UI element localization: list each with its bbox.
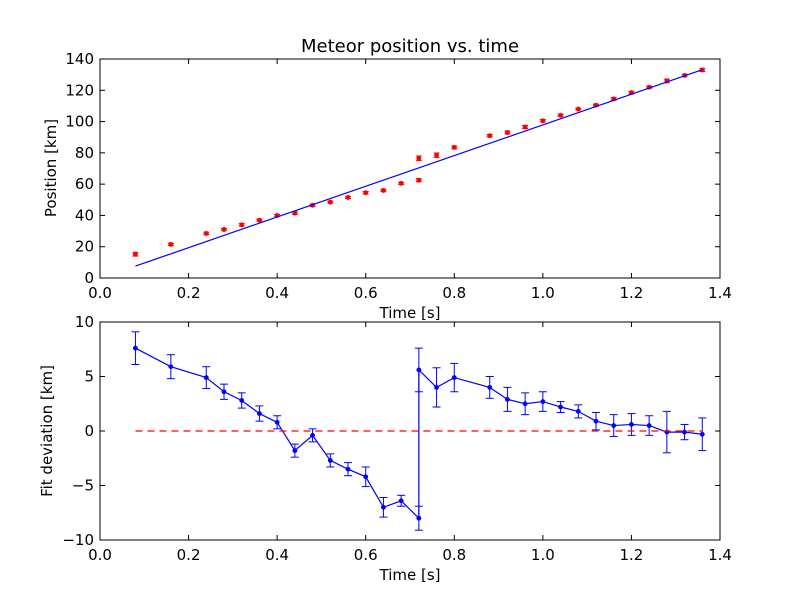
deviation-x-axis-label: Time [s] — [379, 566, 441, 584]
deviation-y-tick-label: 5 — [84, 368, 94, 386]
data-point — [380, 187, 386, 193]
data-point — [416, 177, 422, 183]
data-point — [416, 367, 422, 373]
position-x-tick-label: 1.4 — [708, 284, 732, 302]
data-point — [168, 364, 174, 370]
position-x-tick-label: 0.6 — [354, 284, 378, 302]
data-point — [504, 130, 510, 135]
data-point — [487, 133, 493, 139]
data-point — [345, 194, 351, 200]
data-point — [363, 190, 369, 196]
fit-line — [135, 69, 703, 267]
deviation-chart-marks — [131, 331, 707, 531]
data-point — [558, 112, 564, 118]
position-chart-ticks: 0.0 0.2 0.4 0.6 0.8 1.0 1.2 1.4 0 20 40 60 80 100 120 1… — [65, 50, 732, 302]
position-y-tick-label: 100 — [65, 113, 94, 131]
data-point — [203, 375, 209, 381]
data-point — [168, 241, 174, 247]
deviation-chart: 0.0 0.2 0.4 0.6 0.8 1.0 1.2 1.4 10 5 0 −5 −10 Time [… — [38, 313, 732, 584]
data-point — [310, 432, 316, 438]
data-point — [221, 227, 227, 232]
data-point — [628, 422, 634, 427]
data-point — [398, 498, 404, 504]
data-point — [575, 106, 581, 112]
data-point — [575, 408, 581, 414]
data-point — [522, 124, 528, 130]
position-y-tick-label: 20 — [75, 238, 94, 256]
data-point — [593, 418, 599, 424]
data-point — [558, 404, 564, 410]
position-x-tick-label: 1.2 — [619, 284, 643, 302]
data-point — [132, 251, 138, 257]
data-point — [345, 466, 351, 472]
data-point — [327, 457, 333, 463]
data-point — [434, 152, 440, 158]
deviation-x-tick-label: 1.0 — [531, 546, 555, 564]
data-point — [274, 419, 280, 425]
deviation-x-tick-label: 0.0 — [88, 546, 112, 564]
data-point — [611, 423, 617, 428]
data-point — [327, 199, 333, 205]
data-point — [451, 144, 457, 150]
data-point — [203, 230, 209, 236]
data-point — [239, 222, 245, 228]
data-point — [132, 345, 138, 351]
position-x-axis-label: Time [s] — [379, 304, 441, 322]
position-y-tick-label: 80 — [75, 144, 94, 162]
data-point — [221, 389, 227, 395]
position-chart-marks — [132, 67, 706, 267]
position-y-tick-label: 0 — [84, 269, 94, 287]
data-point — [292, 448, 298, 454]
data-point — [682, 429, 688, 435]
deviation-x-tick-label: 0.8 — [442, 546, 466, 564]
data-point — [646, 423, 652, 428]
deviation-y-tick-label: 0 — [84, 422, 94, 440]
position-y-tick-label: 120 — [65, 81, 94, 99]
data-point — [451, 375, 457, 381]
deviation-x-tick-label: 1.2 — [619, 546, 643, 564]
position-y-tick-label: 140 — [65, 50, 94, 68]
data-point — [434, 384, 440, 390]
deviation-x-tick-label: 0.2 — [177, 546, 201, 564]
deviation-y-axis-label: Fit deviation [km] — [38, 365, 56, 497]
deviation-x-tick-label: 0.6 — [354, 546, 378, 564]
position-y-axis-label: Position [km] — [42, 119, 60, 217]
deviation-y-tick-label: −10 — [62, 531, 94, 549]
data-point — [239, 398, 245, 403]
data-point — [522, 401, 528, 407]
data-point — [380, 504, 386, 510]
deviation-chart-ticks: 0.0 0.2 0.4 0.6 0.8 1.0 1.2 1.4 10 5 0 −5 −10 — [62, 313, 732, 564]
data-point — [487, 384, 493, 390]
data-point — [416, 155, 422, 161]
position-x-tick-label: 0.0 — [88, 284, 112, 302]
data-point — [256, 411, 262, 417]
position-x-tick-label: 0.2 — [177, 284, 201, 302]
data-point — [416, 515, 422, 521]
position-y-tick-label: 40 — [75, 206, 94, 224]
deviation-y-tick-label: 10 — [75, 313, 94, 331]
data-point — [540, 399, 546, 405]
position-y-tick-label: 60 — [75, 175, 94, 193]
data-point — [540, 118, 546, 124]
data-point — [363, 474, 369, 480]
position-chart: Meteor position vs. time 0.0 0.2 0.4 0.6 0.8… — [42, 36, 732, 322]
deviation-x-tick-label: 1.4 — [708, 546, 732, 564]
data-point — [398, 180, 404, 186]
position-x-tick-label: 0.8 — [442, 284, 466, 302]
data-point — [504, 396, 510, 402]
data-point — [699, 431, 705, 437]
deviation-x-tick-label: 0.4 — [265, 546, 289, 564]
position-plot-frame — [99, 58, 721, 279]
chart-title: Meteor position vs. time — [301, 36, 519, 57]
deviation-y-tick-label: −5 — [72, 477, 94, 495]
data-point — [256, 217, 262, 223]
position-x-tick-label: 0.4 — [265, 284, 289, 302]
position-x-tick-label: 1.0 — [531, 284, 555, 302]
